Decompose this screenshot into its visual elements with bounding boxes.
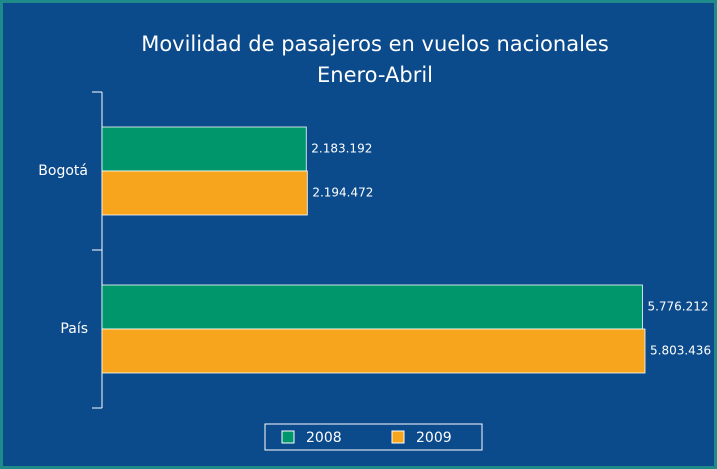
value-label: 5.776.212 <box>647 300 708 314</box>
legend-box <box>264 423 483 451</box>
bar <box>101 284 643 330</box>
legend-swatch <box>391 430 405 444</box>
bar <box>101 328 646 374</box>
value-label: 5.803.436 <box>650 344 711 358</box>
category-label: Bogotá <box>38 163 88 179</box>
value-label: 2.183.192 <box>311 142 372 156</box>
chart-title: Movilidad de pasajeros en vuelos naciona… <box>141 32 609 56</box>
legend-swatch <box>281 430 295 444</box>
category-label: País <box>60 321 88 337</box>
legend-label: 2009 <box>416 430 452 446</box>
bar <box>101 126 307 172</box>
legend-label: 2008 <box>306 430 342 446</box>
value-label: 2.194.472 <box>312 186 373 200</box>
chart-subtitle: Enero-Abril <box>317 63 433 87</box>
bar <box>101 170 308 216</box>
background <box>3 3 714 466</box>
